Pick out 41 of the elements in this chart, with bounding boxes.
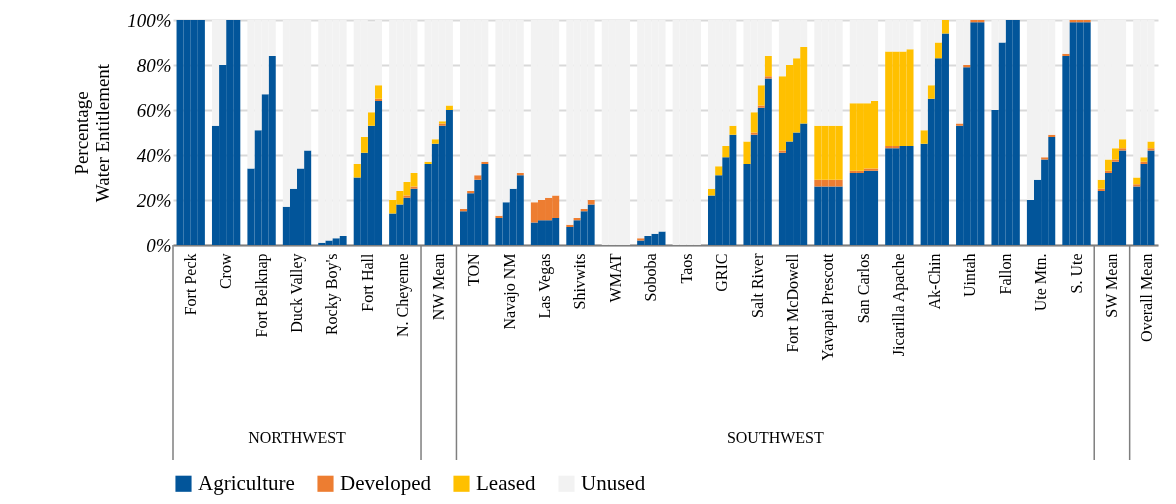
y-tick-label: 60% xyxy=(136,99,172,121)
x-tick-label: Fort McDowell xyxy=(784,252,802,353)
x-tick-label: Ak-Chin xyxy=(925,253,943,310)
x-tick-label: N. Cheyenne xyxy=(394,253,413,338)
x-tick-label: Jicarilla Apache xyxy=(890,253,909,357)
x-tick-label: Yavapai Prescott xyxy=(819,252,838,361)
x-tick-label: Salt River xyxy=(748,252,766,318)
legend-label: Agriculture xyxy=(198,470,295,495)
x-tick-label: NW Mean xyxy=(429,253,447,321)
legend-label: Developed xyxy=(340,470,432,495)
y-axis-title: Percentage Water Entitlement xyxy=(71,63,114,203)
x-tick-label: Fallon xyxy=(996,253,1014,295)
x-tick-label: Overall Mean xyxy=(1138,253,1156,342)
x-tick-label: WMAT xyxy=(606,253,624,303)
x-tick-label: Fort Hall xyxy=(358,252,376,312)
x-tick-label: Fort Belknap xyxy=(252,253,271,338)
text: NORTHWEST xyxy=(248,429,347,446)
y-tick-label: 80% xyxy=(136,54,172,76)
x-tick-label: Duck Valley xyxy=(288,253,307,333)
x-tick-label: SW Mean xyxy=(1102,253,1120,318)
x-tick-label: Rocky Boy's xyxy=(323,253,342,336)
y-tick-label: 20% xyxy=(136,189,172,211)
x-tick-label: Uintah xyxy=(961,253,979,298)
x-tick-label: GRIC xyxy=(713,253,731,292)
text: SOUTHWEST xyxy=(726,429,824,446)
x-tick-label: Taos xyxy=(677,253,695,284)
x-tick-label: Crow xyxy=(217,253,235,290)
x-tick-label: S. Ute xyxy=(1067,253,1085,294)
legend-label: Unused xyxy=(581,470,646,495)
x-tick-label: Fort Peck xyxy=(181,253,199,316)
x-tick-label: Soboba xyxy=(642,253,660,302)
x-tick-label: Las Vegas xyxy=(536,253,555,319)
x-tick-label: Shivwits xyxy=(571,253,589,310)
x-tick-label: Navajo NM xyxy=(500,253,519,330)
y-tick-label: 100% xyxy=(127,9,172,31)
x-tick-label: Ute Mtn. xyxy=(1032,253,1050,312)
y-tick-label: 40% xyxy=(136,144,172,166)
x-tick-label: San Carlos xyxy=(854,253,872,324)
x-tick-label: TON xyxy=(465,253,483,287)
legend-label: Leased xyxy=(476,470,536,495)
y-tick-label: 0% xyxy=(146,234,172,256)
